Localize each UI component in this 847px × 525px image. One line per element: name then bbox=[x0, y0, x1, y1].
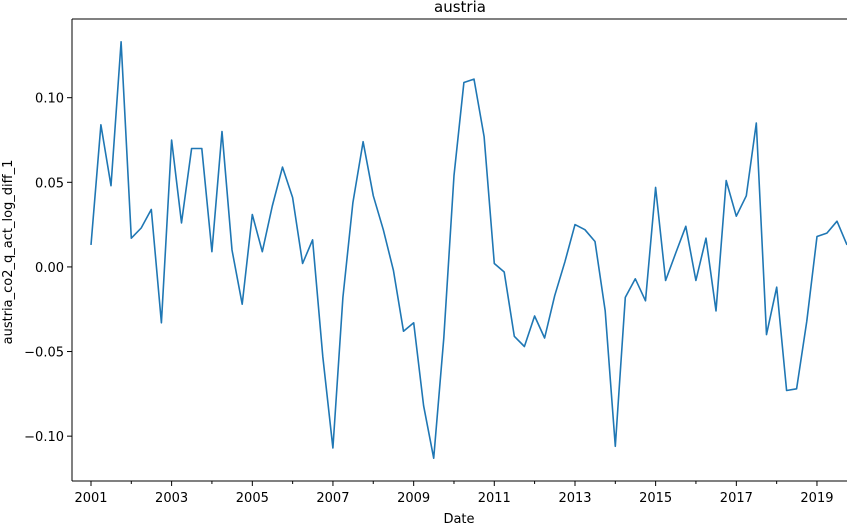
y-axis-ticks: 0.10 0.05 0.00 −0.05 −0.10 bbox=[24, 92, 72, 445]
x-axis-ticks: 2001 2003 2005 2007 2009 2011 2013 2015 2017 2019 bbox=[74, 481, 834, 506]
x-tick-label: 2003 bbox=[155, 491, 188, 506]
x-tick-label: 2017 bbox=[720, 491, 753, 506]
x-tick-label: 2009 bbox=[397, 491, 430, 506]
x-axis-label: Date bbox=[443, 512, 474, 525]
y-tick-label: 0.00 bbox=[35, 261, 64, 276]
x-tick-label: 2005 bbox=[236, 491, 269, 506]
y-tick-label: −0.10 bbox=[24, 430, 64, 445]
y-tick-label: 0.10 bbox=[35, 92, 64, 107]
y-axis-label: austria_co2_q_act_log_diff_1 bbox=[1, 160, 16, 345]
x-tick-label: 2013 bbox=[558, 491, 591, 506]
x-tick-label: 2001 bbox=[74, 491, 107, 506]
y-tick-label: −0.05 bbox=[24, 346, 64, 361]
x-tick-label: 2015 bbox=[639, 491, 672, 506]
plot-area: 2001 2003 2005 2007 2009 2011 2013 2015 2017 2019… bbox=[24, 18, 847, 506]
chart-title: austria bbox=[434, 0, 486, 16]
x-tick-label: 2019 bbox=[800, 491, 833, 506]
y-tick-label: 0.05 bbox=[35, 176, 64, 191]
x-tick-label: 2011 bbox=[478, 491, 511, 506]
x-tick-label: 2007 bbox=[316, 491, 349, 506]
series-line bbox=[90, 40, 847, 460]
